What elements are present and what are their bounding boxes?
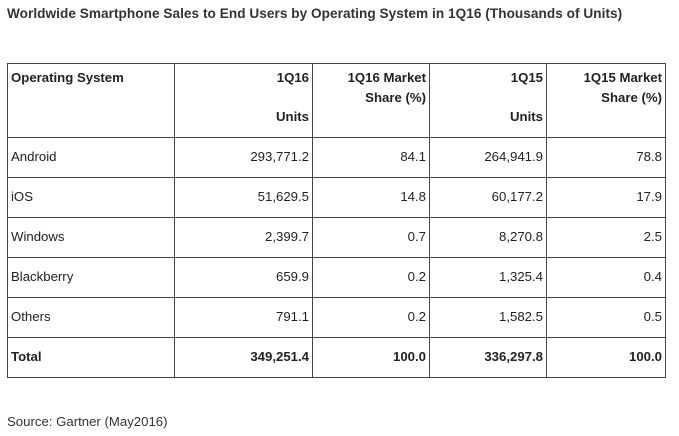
- table-title: Worldwide Smartphone Sales to End Users …: [7, 6, 623, 21]
- table-row-total: Total 349,251.4 100.0 336,297.8 100.0: [7, 337, 666, 378]
- os-name-cell: Windows: [7, 217, 175, 258]
- table-row-others: Others 791.1 0.2 1,582.5 0.5: [7, 297, 666, 338]
- total-label-cell: Total: [7, 337, 175, 378]
- header-sublabel: Units: [276, 109, 309, 124]
- total-share-1q15-cell: 100.0: [546, 337, 666, 378]
- units-1q15-cell: 8,270.8: [429, 217, 547, 258]
- table-row-windows: Windows 2,399.7 0.7 8,270.8 2.5: [7, 217, 666, 258]
- units-1q15-cell: 1,582.5: [429, 297, 547, 338]
- header-label: 1Q16 Market: [347, 70, 426, 85]
- share-1q15-cell: 0.4: [546, 257, 666, 298]
- os-name-cell: Others: [7, 297, 175, 338]
- total-share-1q16-cell: 100.0: [312, 337, 430, 378]
- header-sublabel: Share (%): [601, 90, 662, 105]
- header-operating-system: Operating System: [7, 63, 175, 138]
- total-units-1q15-cell: 336,297.8: [429, 337, 547, 378]
- share-1q16-cell: 0.7: [312, 217, 430, 258]
- share-1q15-cell: 0.5: [546, 297, 666, 338]
- units-1q16-cell: 791.1: [174, 297, 313, 338]
- os-name-cell: Android: [7, 137, 175, 178]
- table-row-ios: iOS 51,629.5 14.8 60,177.2 17.9: [7, 177, 666, 218]
- header-label: 1Q15 Market: [583, 70, 662, 85]
- share-1q15-cell: 17.9: [546, 177, 666, 218]
- header-1q15-share: 1Q15 Market Share (%): [546, 63, 666, 138]
- os-name-cell: iOS: [7, 177, 175, 218]
- share-1q16-cell: 84.1: [312, 137, 430, 178]
- units-1q15-cell: 264,941.9: [429, 137, 547, 178]
- source-note: Source: Gartner (May2016): [7, 414, 168, 429]
- header-1q16-share: 1Q16 Market Share (%): [312, 63, 430, 138]
- share-1q16-cell: 0.2: [312, 257, 430, 298]
- share-1q16-cell: 0.2: [312, 297, 430, 338]
- units-1q16-cell: 293,771.2: [174, 137, 313, 178]
- units-1q16-cell: 2,399.7: [174, 217, 313, 258]
- os-name-cell: Blackberry: [7, 257, 175, 298]
- header-label: 1Q15: [510, 70, 543, 85]
- header-sublabel: Units: [510, 109, 543, 124]
- header-row: Operating System 1Q16 Units 1Q16 Market …: [7, 63, 666, 138]
- sales-table: Operating System 1Q16 Units 1Q16 Market …: [7, 63, 666, 378]
- header-sublabel: Share (%): [365, 90, 426, 105]
- units-1q16-cell: 51,629.5: [174, 177, 313, 218]
- units-1q15-cell: 60,177.2: [429, 177, 547, 218]
- share-1q15-cell: 78.8: [546, 137, 666, 178]
- total-units-1q16-cell: 349,251.4: [174, 337, 313, 378]
- share-1q16-cell: 14.8: [312, 177, 430, 218]
- header-1q16-units: 1Q16 Units: [174, 63, 313, 138]
- header-label: Operating System: [11, 70, 124, 85]
- units-1q15-cell: 1,325.4: [429, 257, 547, 298]
- table-row-blackberry: Blackberry 659.9 0.2 1,325.4 0.4: [7, 257, 666, 298]
- header-label: 1Q16: [276, 70, 309, 85]
- share-1q15-cell: 2.5: [546, 217, 666, 258]
- header-1q15-units: 1Q15 Units: [429, 63, 547, 138]
- table-row-android: Android 293,771.2 84.1 264,941.9 78.8: [7, 137, 666, 178]
- units-1q16-cell: 659.9: [174, 257, 313, 298]
